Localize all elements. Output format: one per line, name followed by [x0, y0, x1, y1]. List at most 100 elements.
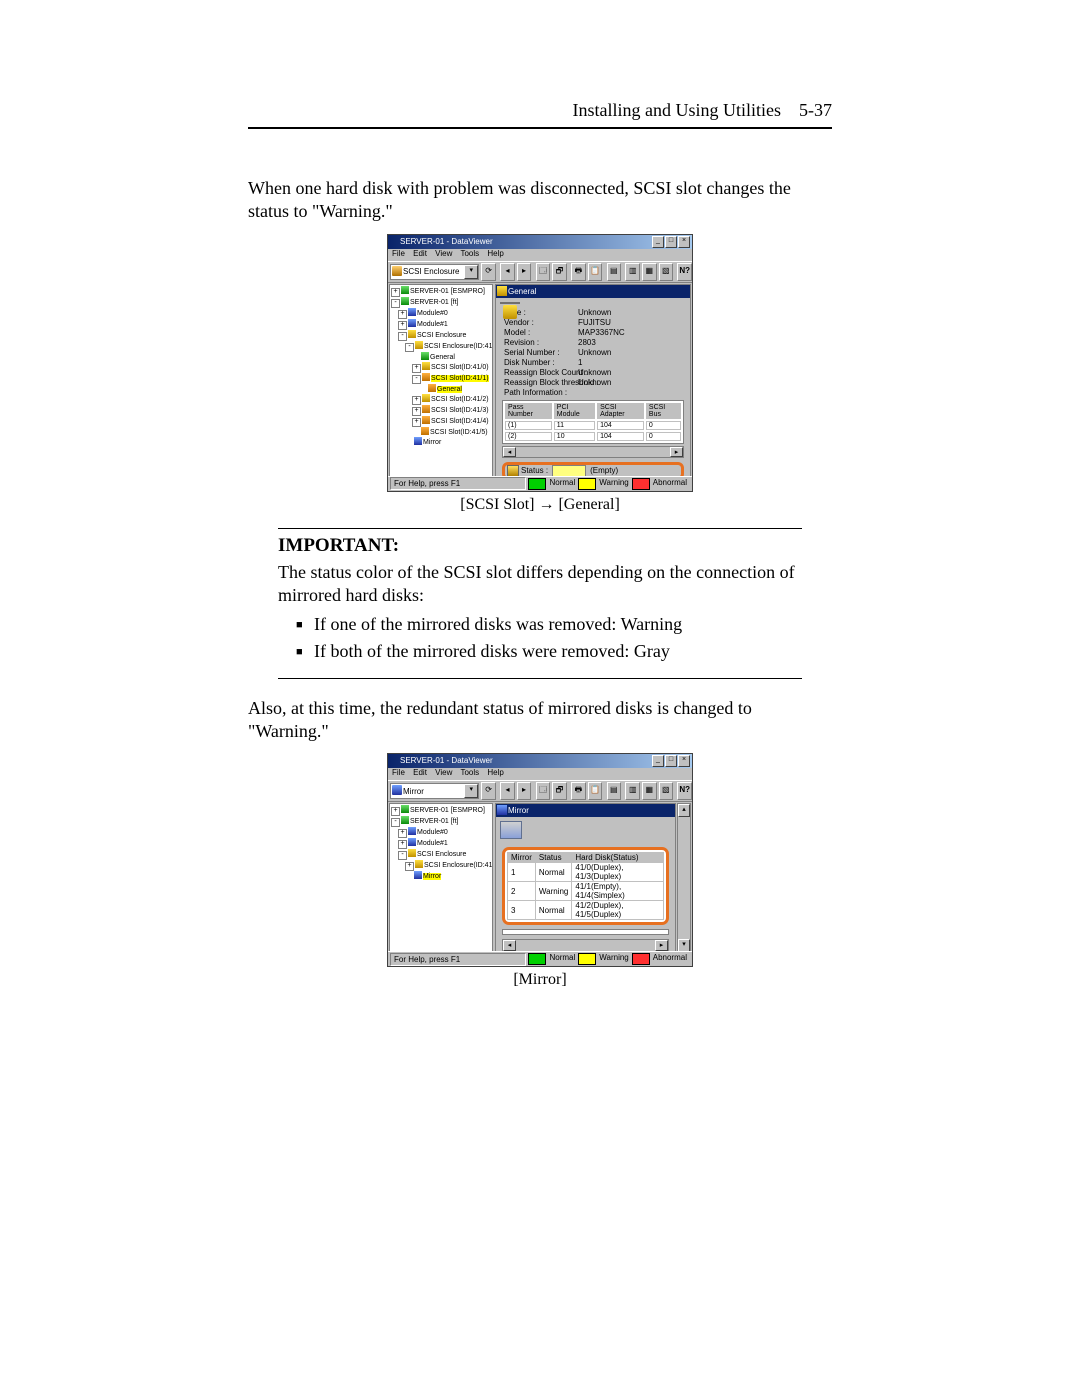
menu-bar[interactable]: File Edit View Tools Help: [388, 249, 692, 261]
tree-item[interactable]: +SCSI Slot(ID:41/3): [391, 405, 491, 416]
tool2-button[interactable]: 🗗: [552, 782, 567, 800]
tree-item[interactable]: +Module#0: [391, 308, 491, 319]
h-scrollbar[interactable]: ◂▸: [502, 446, 684, 458]
table-row: (1)111040: [505, 421, 681, 430]
minimize-button[interactable]: _: [652, 236, 664, 248]
tree-item[interactable]: General: [391, 384, 491, 394]
window-titlebar[interactable]: SERVER-01 - DataViewer _ □ ×: [388, 235, 692, 249]
tree-item[interactable]: +Module#0: [391, 827, 491, 838]
menu-file[interactable]: File: [392, 768, 405, 777]
tool1-button[interactable]: 🗔: [536, 263, 551, 281]
menu-tools[interactable]: Tools: [460, 768, 479, 777]
tree-item[interactable]: +Module#1: [391, 838, 491, 849]
mirror-icon: [392, 785, 402, 795]
menu-view[interactable]: View: [435, 768, 452, 777]
tree-pane[interactable]: +SERVER-01 [ESMPRO]-SERVER-01 [ft]+Modul…: [389, 803, 493, 953]
view3-button[interactable]: ▦: [642, 782, 657, 800]
legend-normal-swatch: [528, 478, 546, 490]
menu-edit[interactable]: Edit: [413, 249, 427, 258]
v-scrollbar[interactable]: ▴▾: [677, 803, 691, 953]
nav-combo[interactable]: Mirror ▾: [390, 783, 479, 799]
info-label: Path Information :: [504, 388, 578, 398]
menu-file[interactable]: File: [392, 249, 405, 258]
back-button[interactable]: ◂: [500, 782, 515, 800]
view4-button[interactable]: ▧: [659, 782, 674, 800]
help-text: For Help, press F1: [390, 953, 526, 966]
maximize-button[interactable]: □: [665, 755, 677, 767]
close-button[interactable]: ×: [678, 236, 690, 248]
tree-pane[interactable]: +SERVER-01 [ESMPRO]-SERVER-01 [ft]+Modul…: [389, 284, 493, 478]
tool2-button[interactable]: 🗗: [552, 263, 567, 281]
menu-view[interactable]: View: [435, 249, 452, 258]
col-header: SCSI Bus: [646, 403, 681, 419]
tree-item[interactable]: +SCSI Slot(ID:41/0): [391, 362, 491, 373]
tree-item[interactable]: -SCSI Enclosure: [391, 849, 491, 860]
back-button[interactable]: ◂: [500, 263, 515, 281]
mirror-big-icon: [500, 821, 522, 839]
view4-button[interactable]: ▧: [659, 263, 674, 281]
window-titlebar[interactable]: SERVER-01 - DataViewer _ □ ×: [388, 754, 692, 768]
tool1-button[interactable]: 🗔: [536, 782, 551, 800]
table-row: 3Normal41/2(Duplex), 41/5(Duplex): [508, 901, 664, 920]
close-button[interactable]: ×: [678, 755, 690, 767]
tree-item[interactable]: -SCSI Enclosure: [391, 330, 491, 341]
print-button[interactable]: 🖶: [571, 782, 586, 800]
help-button[interactable]: N?: [677, 782, 692, 800]
nav-combo[interactable]: SCSI Enclosure ▾: [390, 264, 479, 280]
chevron-down-icon[interactable]: ▾: [464, 784, 478, 798]
col-header: Mirror: [508, 853, 536, 863]
refresh-button[interactable]: ⟳: [481, 263, 496, 281]
refresh-button[interactable]: ⟳: [481, 782, 496, 800]
panel-title: Mirror: [508, 806, 529, 815]
forward-button[interactable]: ▸: [517, 263, 532, 281]
maximize-button[interactable]: □: [665, 236, 677, 248]
info-grid: Type :UnknownVendor :FUJITSUModel :MAP33…: [496, 308, 690, 398]
tree-item[interactable]: -SERVER-01 [ft]: [391, 297, 491, 308]
toolbar: SCSI Enclosure ▾ ⟳ ◂ ▸ 🗔 🗗 🖶 📋 ▤ ▥ ▦ ▧: [388, 261, 692, 283]
mirror-table: MirrorStatusHard Disk(Status)1Normal41/0…: [507, 852, 664, 920]
minimize-button[interactable]: _: [652, 755, 664, 767]
help-button[interactable]: N?: [677, 263, 692, 281]
menu-help[interactable]: Help: [487, 768, 503, 777]
forward-button[interactable]: ▸: [517, 782, 532, 800]
menu-bar[interactable]: File Edit View Tools Help: [388, 768, 692, 780]
chevron-down-icon[interactable]: ▾: [464, 265, 478, 279]
tree-item[interactable]: +SCSI Slot(ID:41/2): [391, 394, 491, 405]
view3-button[interactable]: ▦: [642, 263, 657, 281]
view2-button[interactable]: ▥: [625, 263, 640, 281]
tree-item[interactable]: Mirror: [391, 871, 491, 881]
legend-warning: Warning: [596, 478, 632, 490]
tree-item[interactable]: -SCSI Enclosure(ID:41): [391, 341, 491, 352]
legend-warning-swatch: [578, 953, 596, 965]
tree-item[interactable]: Mirror: [391, 437, 491, 447]
tree-item[interactable]: +Module#1: [391, 319, 491, 330]
view2-button[interactable]: ▥: [625, 782, 640, 800]
print-button[interactable]: 🖶: [571, 263, 586, 281]
tree-item[interactable]: General: [391, 352, 491, 362]
menu-help[interactable]: Help: [487, 249, 503, 258]
info-value: MAP3367NC: [578, 328, 690, 338]
tree-item[interactable]: -SCSI Slot(ID:41/1): [391, 373, 491, 384]
legend-abnormal-swatch: [632, 953, 650, 965]
view1-button[interactable]: ▤: [607, 782, 622, 800]
tree-item[interactable]: SCSI Slot(ID:41/5): [391, 427, 491, 437]
paragraph-1: When one hard disk with problem was disc…: [248, 177, 832, 224]
info-label: Revision :: [504, 338, 578, 348]
status-bar: For Help, press F1 Normal Warning Abnorm…: [388, 951, 692, 966]
menu-tools[interactable]: Tools: [460, 249, 479, 258]
view1-button[interactable]: ▤: [607, 263, 622, 281]
status-value: (Empty): [590, 466, 618, 475]
screenshot-mirror: SERVER-01 - DataViewer _ □ × File Edit V…: [387, 753, 693, 967]
tree-item[interactable]: +SERVER-01 [ESMPRO]: [391, 805, 491, 816]
tree-item[interactable]: -SERVER-01 [ft]: [391, 816, 491, 827]
caption-2: [Mirror]: [248, 971, 832, 989]
tree-item[interactable]: +SERVER-01 [ESMPRO]: [391, 286, 491, 297]
tree-item[interactable]: +SCSI Slot(ID:41/4): [391, 416, 491, 427]
important-heading: IMPORTANT:: [278, 535, 802, 557]
tree-item[interactable]: +SCSI Enclosure(ID:41): [391, 860, 491, 871]
copy-button[interactable]: 📋: [588, 263, 603, 281]
info-label: Serial Number :: [504, 348, 578, 358]
menu-edit[interactable]: Edit: [413, 768, 427, 777]
copy-button[interactable]: 📋: [588, 782, 603, 800]
panel-icon: [497, 805, 507, 815]
